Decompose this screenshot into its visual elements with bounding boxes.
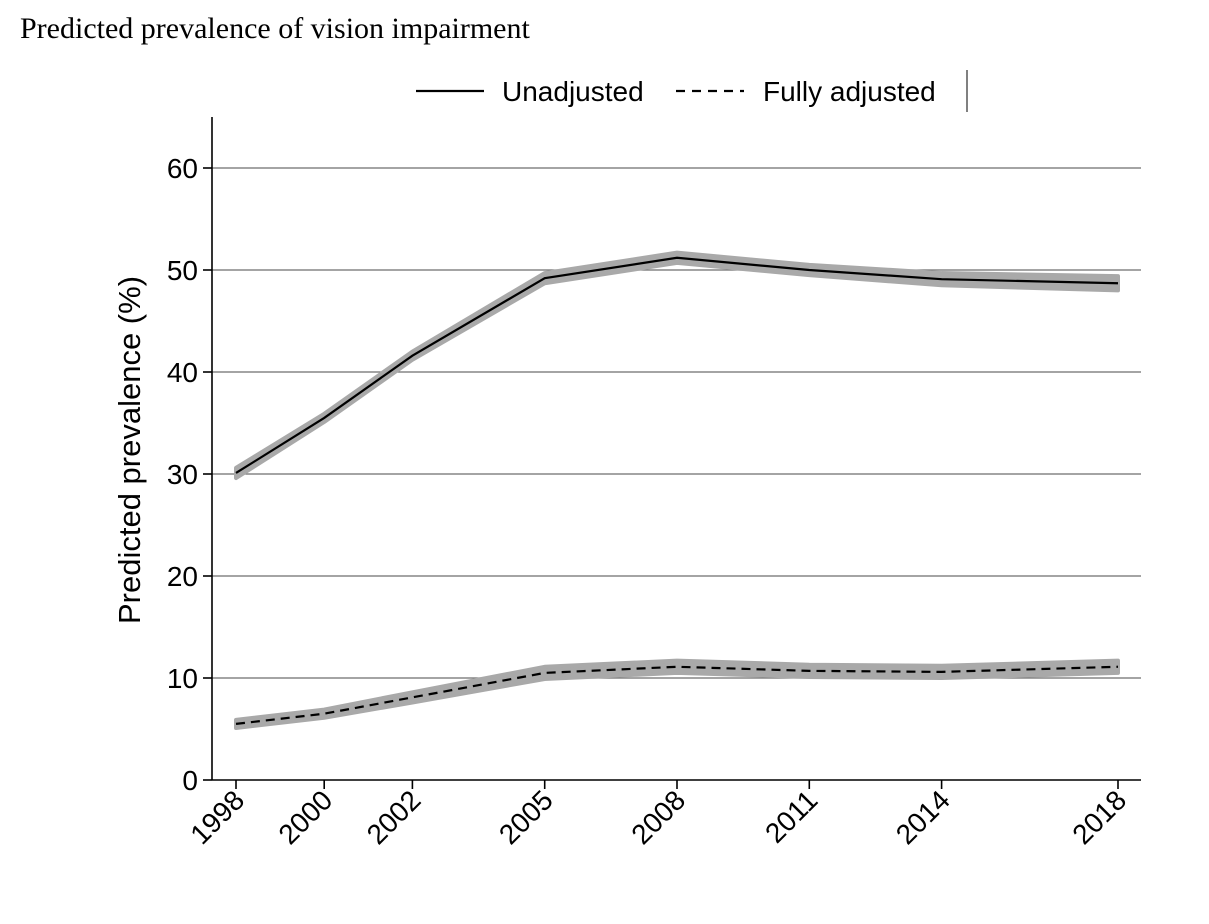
y-tick-label-60: 60 <box>167 153 198 184</box>
y-axis-label: Predicted prevalence (%) <box>112 276 147 624</box>
x-tick-label-2008: 2008 <box>625 784 691 850</box>
x-tick-label-2014: 2014 <box>890 784 956 850</box>
grid-lines <box>212 167 1141 679</box>
y-tick-label-10: 10 <box>167 663 198 694</box>
y-tick-label-20: 20 <box>167 561 198 592</box>
ci-bands <box>234 250 1120 730</box>
legend-label-0: Unadjusted <box>502 76 644 107</box>
series-line-1 <box>235 665 1119 725</box>
ci-band-series-0 <box>234 250 1120 481</box>
x-tick-label-2000: 2000 <box>272 784 338 850</box>
x-tick-label-2011: 2011 <box>759 784 824 849</box>
y-tick-label-40: 40 <box>167 357 198 388</box>
y-tick-label-0: 0 <box>182 765 198 796</box>
axes <box>203 117 1141 789</box>
x-tick-label-2018: 2018 <box>1066 784 1132 850</box>
series-lines <box>235 256 1119 725</box>
y-tick-label-30: 30 <box>167 459 198 490</box>
x-tick-label-2002: 2002 <box>361 784 427 850</box>
y-tick-label-50: 50 <box>167 255 198 286</box>
page-title: Predicted prevalence of vision impairmen… <box>20 12 530 45</box>
y-tick-labels: 0 10 20 30 40 50 60 <box>167 153 198 796</box>
legend: Unadjusted Fully adjusted <box>416 70 968 112</box>
ci-band-series-1 <box>234 658 1120 730</box>
series-line-0 <box>235 256 1119 474</box>
x-tick-label-2005: 2005 <box>493 784 559 850</box>
legend-label-1: Fully adjusted <box>763 76 936 107</box>
x-tick-labels: 1998 2000 2002 2005 2008 2011 2014 2018 <box>184 784 1132 850</box>
